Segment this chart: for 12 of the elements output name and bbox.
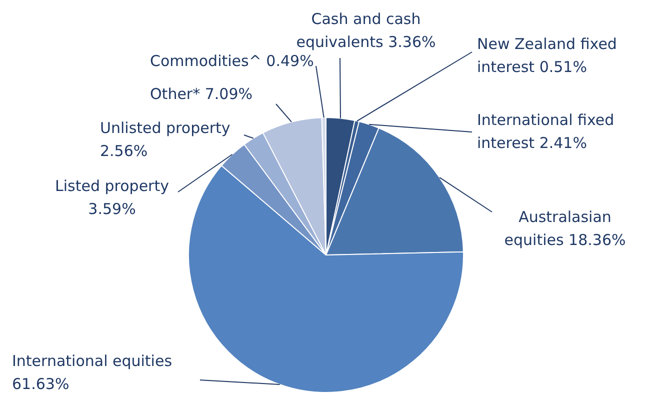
slice-label: International fixed interest 2.41% — [477, 110, 614, 152]
slice-label: Cash and cash equivalents 3.36% — [296, 10, 436, 51]
slice-label: Commodities^ 0.49% — [150, 52, 314, 70]
slice-label: New Zealand fixed interest 0.51% — [477, 34, 617, 76]
data-label: 2.56% — [100, 142, 148, 160]
slice-label: Unlisted property — [100, 118, 230, 137]
slice-label: Australasian equities 18.36% — [504, 208, 626, 249]
slice-label: International equities — [12, 352, 172, 370]
slice-label: Listed property — [55, 176, 170, 195]
data-label: 3.59% — [88, 200, 136, 218]
slice-label: Other* 7.09% — [150, 84, 253, 103]
data-label: 61.63% — [12, 374, 70, 393]
